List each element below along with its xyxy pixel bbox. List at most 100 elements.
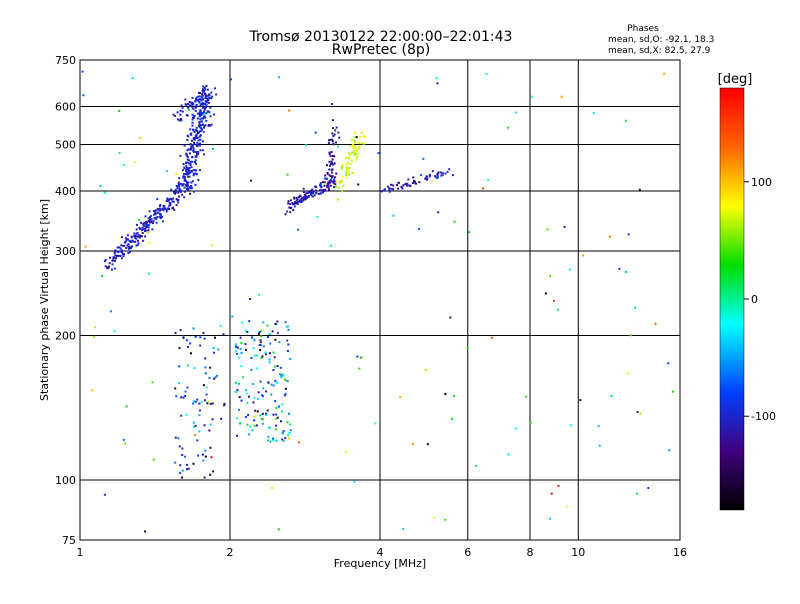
data-point (181, 169, 184, 172)
data-point (183, 186, 186, 189)
data-point (251, 336, 253, 339)
data-point (211, 95, 214, 98)
data-point (311, 192, 314, 195)
data-point (382, 189, 385, 192)
data-point (202, 123, 204, 126)
colorbar-ticks: 100 0 -100 (744, 176, 776, 423)
data-point (592, 111, 595, 114)
data-point (250, 356, 253, 359)
data-point (187, 135, 190, 138)
data-point (141, 232, 144, 234)
data-point (152, 458, 155, 461)
data-point (147, 220, 150, 223)
data-point (315, 189, 318, 192)
data-point (192, 148, 195, 151)
data-point (166, 197, 169, 200)
data-point (197, 98, 200, 101)
data-point (181, 469, 184, 472)
data-point (309, 189, 312, 192)
data-point (319, 182, 322, 185)
data-point (114, 267, 116, 270)
data-point (136, 232, 139, 235)
data-point (331, 162, 334, 165)
data-point (209, 366, 212, 369)
data-point (360, 356, 363, 359)
data-point (507, 453, 510, 456)
data-point (203, 107, 206, 109)
data-point (219, 324, 222, 327)
data-point (178, 183, 181, 186)
data-point (208, 111, 211, 114)
data-point (181, 454, 184, 456)
data-point (84, 245, 87, 248)
data-point (191, 106, 194, 109)
data-point (106, 266, 108, 269)
data-point (288, 437, 290, 440)
data-point (194, 183, 197, 186)
data-point (406, 182, 409, 185)
chart-subtitle: RwPretec (8p) (332, 42, 430, 58)
data-point (203, 90, 205, 93)
data-point (192, 462, 195, 465)
data-point (298, 196, 300, 199)
data-point (282, 374, 285, 377)
data-point (283, 394, 286, 397)
data-point (274, 338, 277, 341)
data-point (251, 429, 254, 432)
data-point (169, 202, 172, 204)
data-point (388, 189, 391, 192)
data-point (135, 228, 138, 231)
data-point (203, 424, 206, 427)
data-point (204, 366, 207, 369)
data-point (188, 159, 190, 162)
data-point (204, 116, 207, 119)
data-point (182, 163, 185, 166)
data-point (116, 246, 119, 249)
data-point (304, 144, 307, 147)
data-point (345, 450, 348, 453)
data-point (193, 425, 196, 428)
data-point (186, 464, 189, 466)
x-tick-label: 2 (227, 546, 234, 559)
data-point (192, 150, 195, 153)
data-point (441, 173, 444, 176)
data-point (413, 181, 416, 183)
data-point (597, 425, 600, 428)
data-point (272, 384, 275, 387)
data-point (339, 180, 342, 183)
data-point (271, 330, 274, 333)
y-tick-label: 400 (55, 185, 76, 198)
data-point (440, 171, 443, 174)
data-point (240, 342, 243, 345)
data-point (202, 384, 205, 387)
data-point (295, 196, 298, 199)
data-point (351, 138, 354, 141)
data-point (199, 344, 202, 347)
data-point (240, 399, 243, 402)
y-tick-label: 300 (55, 245, 76, 258)
data-point (197, 139, 200, 142)
data-point (114, 250, 117, 253)
x-tick-label: 4 (377, 546, 384, 559)
data-point (186, 188, 189, 191)
data-point (278, 76, 281, 79)
data-point (180, 104, 183, 107)
data-point (280, 374, 283, 377)
data-point (257, 391, 260, 394)
data-point (114, 256, 117, 259)
data-point (364, 135, 367, 138)
data-point (178, 119, 181, 122)
data-point (169, 204, 172, 206)
data-point (249, 298, 252, 300)
data-point (125, 239, 128, 242)
data-point (331, 132, 334, 135)
data-point (424, 177, 427, 180)
data-point (348, 173, 351, 176)
data-point (175, 173, 178, 175)
data-point (246, 330, 249, 333)
data-point (127, 243, 130, 246)
data-point (121, 236, 123, 239)
data-point (178, 185, 181, 188)
data-point (208, 429, 211, 432)
data-point (259, 380, 262, 383)
